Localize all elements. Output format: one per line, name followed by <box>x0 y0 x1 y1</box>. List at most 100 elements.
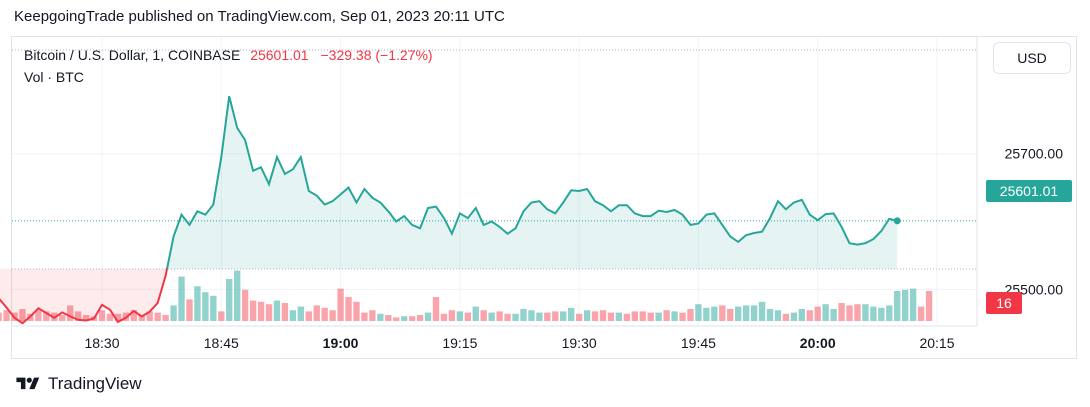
y-tick-label: 25700.00 <box>1005 146 1064 162</box>
volume-bar <box>599 310 607 321</box>
legend-price: 25601.01 <box>250 47 309 63</box>
x-tick-label: 20:00 <box>800 335 836 351</box>
volume-bar <box>917 306 925 321</box>
price-area-down <box>0 268 898 324</box>
volume-bar <box>679 312 686 321</box>
volume-bar <box>0 312 2 321</box>
volume-bar <box>226 279 233 321</box>
volume-bar <box>782 313 790 321</box>
publish-caption: KeepgoingTrade published on TradingView.… <box>14 8 505 25</box>
footer-branding[interactable]: TradingView <box>14 374 142 394</box>
last-price-dot <box>893 217 901 225</box>
volume-legend[interactable]: Vol · BTC <box>24 69 84 85</box>
volume-bar <box>401 316 408 321</box>
volume-bar <box>663 310 670 321</box>
volume-bar <box>297 306 304 321</box>
volume-bar <box>742 305 750 321</box>
volume-bar <box>822 304 829 321</box>
volume-bar <box>520 309 527 321</box>
volume-bar <box>862 304 869 321</box>
currency-button[interactable]: USD <box>993 42 1071 74</box>
volume-bar <box>735 306 742 321</box>
volume-bar <box>687 309 694 321</box>
volume-bar <box>241 289 249 321</box>
volume-bar <box>202 292 209 321</box>
volume-bar <box>19 309 26 321</box>
volume-bar <box>281 303 289 321</box>
volume-bar <box>647 312 654 321</box>
x-tick-label: 19:45 <box>681 335 716 351</box>
volume-bar <box>703 307 710 321</box>
last-volume-badge: 16 <box>986 292 1022 314</box>
volume-bar <box>544 312 551 321</box>
volume-bar <box>607 312 615 321</box>
symbol-title[interactable]: Bitcoin / U.S. Dollar, 1, COINBASE <box>24 47 241 63</box>
volume-bar <box>552 311 559 321</box>
volume-bar <box>249 300 257 321</box>
legend-change: −329.38 (−1.27%) <box>320 47 433 63</box>
x-tick-label: 18:45 <box>204 335 239 351</box>
volume-bar <box>671 311 678 321</box>
volume-bar <box>814 306 821 321</box>
volume-bar <box>345 297 352 321</box>
volume-bar <box>472 306 479 321</box>
volume-bar <box>59 315 66 321</box>
volume-bar <box>846 305 853 321</box>
volume-bar <box>496 311 503 321</box>
volume-bar <box>925 291 933 321</box>
volume-bar <box>750 305 758 321</box>
volume-bar <box>162 315 169 321</box>
volume-bar <box>615 312 623 321</box>
volume-bar <box>416 315 424 321</box>
volume-bar <box>766 309 774 321</box>
volume-bar <box>265 304 273 321</box>
volume-bar <box>106 313 114 321</box>
price-line-up <box>165 95 898 269</box>
volume-bar <box>695 304 702 321</box>
volume-bar <box>639 311 646 321</box>
volume-bar <box>313 305 320 321</box>
volume-bar <box>830 309 837 321</box>
volume-bar <box>369 310 376 321</box>
volume-bar <box>146 311 153 321</box>
volume-bar <box>464 312 471 321</box>
volume-bar <box>321 307 328 321</box>
volume-bar <box>623 313 631 321</box>
volume-bar <box>329 310 336 321</box>
tradingview-logo-icon <box>16 377 40 390</box>
volume-bar <box>424 312 432 321</box>
x-tick-label: 18:30 <box>84 335 119 351</box>
volume-bar <box>909 288 917 321</box>
volume-bar <box>870 306 877 321</box>
volume-bar <box>560 311 567 321</box>
volume-bar <box>361 312 368 321</box>
volume-bar <box>257 301 265 321</box>
price-line-down <box>0 268 169 325</box>
volume-bar <box>353 301 360 321</box>
volume-bar <box>3 310 10 321</box>
volume-bar <box>806 310 813 321</box>
volume-bar <box>74 311 82 321</box>
volume-bar <box>758 301 766 321</box>
volume-bar <box>130 310 137 321</box>
volume-bar <box>82 315 90 321</box>
volume-bar <box>218 311 225 321</box>
volume-bar <box>67 305 74 321</box>
price-area-up <box>166 96 898 269</box>
volume-bar <box>178 276 185 321</box>
volume-bar <box>35 310 42 321</box>
volume-bar <box>43 311 50 321</box>
volume-bar <box>504 313 511 321</box>
volume-bar <box>790 312 798 321</box>
volume-bar <box>337 288 344 321</box>
volume-bar <box>385 315 392 321</box>
volume-bar <box>528 310 535 321</box>
volume-bar <box>154 312 161 321</box>
volume-bar <box>536 312 543 321</box>
volume-bar <box>854 304 861 321</box>
volume-bar <box>727 309 734 321</box>
x-tick-label: 19:30 <box>562 335 597 351</box>
volume-bar <box>575 313 583 321</box>
chart-frame <box>11 36 1077 359</box>
